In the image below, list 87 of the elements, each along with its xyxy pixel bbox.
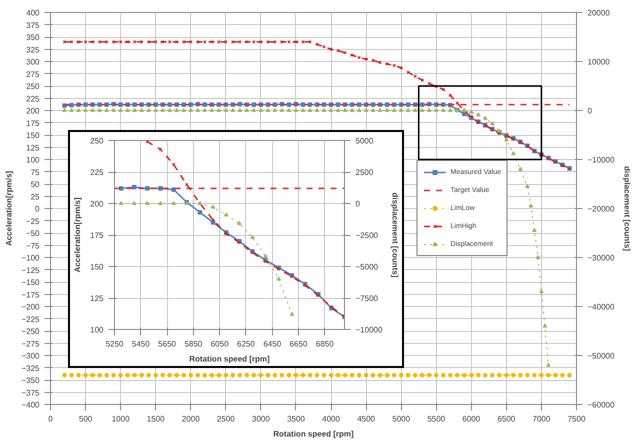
x-tick-label: 7500 xyxy=(568,414,586,424)
x-tick-label: 6000 xyxy=(462,414,481,424)
x-tick-label: 6050 xyxy=(210,340,230,348)
y-tick-label: −175 xyxy=(21,290,40,300)
x-tick-label: 3500 xyxy=(287,414,306,424)
y-tick-label: −75 xyxy=(26,241,40,250)
y2-tick-label: −50000 xyxy=(588,352,615,360)
x-tick-label: 1500 xyxy=(146,414,166,424)
x-tick-label: 1000 xyxy=(112,414,130,424)
y2-tick-label: 2500 xyxy=(356,168,374,177)
y2-tick-label: −20000 xyxy=(588,204,615,214)
y2-tick-label: −2500 xyxy=(356,231,379,240)
x-tick-label: 6250 xyxy=(237,340,256,348)
y-tick-label: 375 xyxy=(26,20,40,30)
y2-tick-label: −5000 xyxy=(356,262,379,272)
y-tick-label: 75 xyxy=(30,168,40,177)
y-tick-label: 325 xyxy=(26,45,40,54)
y2-tick-label: −10000 xyxy=(356,326,383,334)
x-axis-title: Rotation speed [rpm] xyxy=(189,354,270,364)
y-tick-label: −125 xyxy=(21,266,40,275)
y-tick-label: 100 xyxy=(90,326,104,334)
y-tick-label: 125 xyxy=(26,143,40,152)
x-tick-label: 6450 xyxy=(263,340,282,348)
y-tick-label: 250 xyxy=(90,136,104,146)
y-tick-label: −375 xyxy=(21,388,40,398)
y2-axis-title: displacement [counts] xyxy=(622,166,632,252)
x-axis-title: Rotation speed [rpm] xyxy=(273,430,354,438)
y-tick-label: 225 xyxy=(90,168,104,177)
y-tick-label: 400 xyxy=(26,8,40,18)
x-tick-label: 5500 xyxy=(427,414,446,424)
x-tick-label: 3000 xyxy=(252,414,270,424)
y-tick-label: −275 xyxy=(21,339,40,348)
y-tick-label: 350 xyxy=(26,33,40,42)
y-tick-label: 200 xyxy=(26,106,40,116)
y-tick-label: 100 xyxy=(26,156,40,164)
y-tick-label: −50 xyxy=(26,229,40,238)
x-tick-label: 5650 xyxy=(158,340,177,348)
y2-tick-label: −60000 xyxy=(588,400,615,410)
y2-tick-label: −7500 xyxy=(356,294,379,303)
x-tick-label: 4000 xyxy=(322,414,340,424)
y-tick-label: 250 xyxy=(26,82,40,91)
y-tick-label: 225 xyxy=(26,94,40,104)
y-tick-label: −400 xyxy=(21,400,40,410)
y-tick-label: −200 xyxy=(21,302,40,312)
y-tick-label: −225 xyxy=(21,314,40,324)
y2-axis-title: displacement [counts] xyxy=(390,192,400,278)
y2-tick-label: −30000 xyxy=(588,254,615,262)
y-tick-label: 125 xyxy=(90,294,104,303)
y-tick-label: 275 xyxy=(26,70,40,79)
y-tick-label: 0 xyxy=(35,204,40,214)
y-tick-label: 175 xyxy=(26,118,40,128)
y-tick-label: 150 xyxy=(90,262,104,272)
y-tick-label: −150 xyxy=(21,278,40,287)
x-tick-label: 5450 xyxy=(132,340,150,348)
x-tick-label: 2500 xyxy=(216,414,236,424)
y-tick-label: −25 xyxy=(26,216,40,226)
y-tick-label: 175 xyxy=(90,231,104,240)
x-tick-label: 7000 xyxy=(532,414,551,424)
x-tick-label: 2000 xyxy=(182,414,200,424)
y-tick-label: 200 xyxy=(90,200,104,208)
y-tick-label: 25 xyxy=(30,192,40,202)
x-tick-label: 500 xyxy=(78,414,93,424)
y-tick-label: 150 xyxy=(26,131,40,140)
y-tick-label: −300 xyxy=(21,352,40,360)
y2-tick-label: 5000 xyxy=(356,136,374,146)
x-tick-label: 6850 xyxy=(316,340,334,348)
y2-tick-label: −10000 xyxy=(588,156,615,164)
y2-tick-label: −40000 xyxy=(588,302,615,312)
y2-tick-label: 0 xyxy=(356,200,360,208)
y2-tick-label: 20000 xyxy=(588,8,610,18)
y-tick-label: −350 xyxy=(21,376,40,385)
x-tick-label: 5850 xyxy=(184,340,203,348)
x-tick-label: 4500 xyxy=(357,414,376,424)
y-axis-title: Acceleration[rpm/s] xyxy=(73,197,82,273)
x-tick-label: 6650 xyxy=(290,340,308,348)
y2-tick-label: 0 xyxy=(588,106,592,116)
y-tick-label: −100 xyxy=(21,254,40,262)
x-tick-label: 6500 xyxy=(497,414,516,424)
x-tick-label: 5250 xyxy=(106,340,124,348)
y2-tick-label: 10000 xyxy=(588,58,610,66)
x-tick-label: 5000 xyxy=(392,414,411,424)
y-tick-label: −325 xyxy=(21,364,40,373)
y-tick-label: −250 xyxy=(21,327,40,336)
y-tick-label: 300 xyxy=(26,58,40,66)
y-axis-title: Acceleration[rpm/s] xyxy=(4,170,14,246)
y-tick-label: 50 xyxy=(30,180,40,189)
x-tick-label: 0 xyxy=(48,414,54,424)
